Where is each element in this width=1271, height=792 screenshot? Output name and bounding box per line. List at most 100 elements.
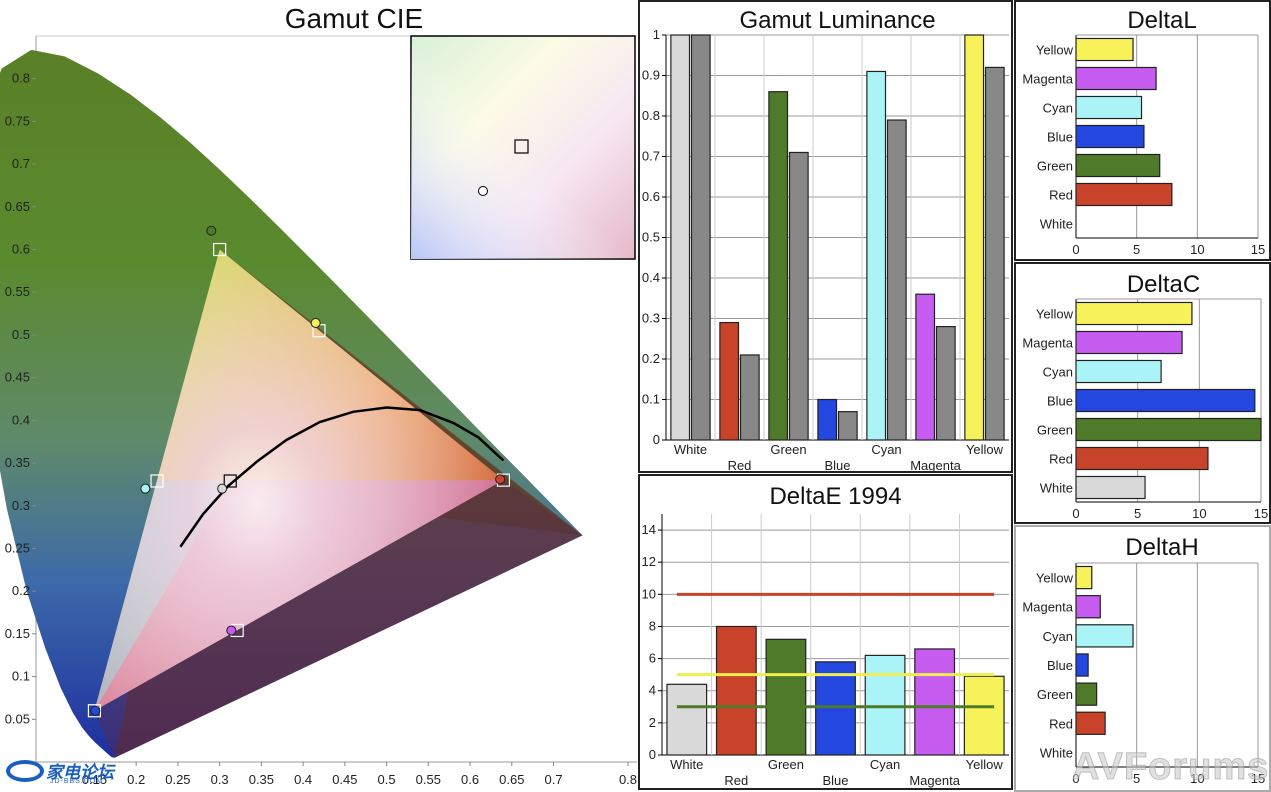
- cie-x-tick: 0.8: [619, 772, 637, 787]
- deltae-y-tick: 8: [649, 618, 656, 633]
- purple-line-band: [94, 480, 583, 758]
- luminance-panel: Gamut Luminance 0 0.1 0.2 0.3 0.4 0.5 0.6 0.7 0.8…: [638, 0, 1013, 473]
- measured-marker-cyan: [140, 483, 151, 494]
- deltac-y-tick: Red: [1049, 452, 1073, 467]
- luminance-x-tick: Cyan: [871, 442, 901, 457]
- luminance-bar-blue-target: [817, 398, 838, 441]
- deltah-y-tick: Cyan: [1043, 629, 1073, 644]
- jdbbs-logo-sub: JD-BBS.COM: [50, 778, 104, 785]
- deltae-bar-green: [765, 638, 807, 756]
- deltae-y-tick: 2: [649, 715, 656, 730]
- deltal-chart: DeltaL 0 5 10 15 Yellow Magenta Cyan Blue Green Re…: [1022, 7, 1265, 257]
- deltal-x-tick: 10: [1190, 242, 1204, 257]
- deltah-y-tick: White: [1040, 745, 1073, 760]
- deltac-bar-white: [1075, 475, 1146, 500]
- cie-y-tick: 0.2: [12, 583, 30, 598]
- luminance-bar-cyan-measured: [886, 119, 907, 441]
- cie-y-tick: 0.45: [5, 370, 30, 385]
- cie-title: Gamut CIE: [285, 3, 423, 34]
- cie-x-tick: 0.55: [416, 772, 441, 787]
- deltac-x-tick: 5: [1134, 506, 1141, 521]
- deltac-bar-green: [1075, 417, 1262, 442]
- deltac-x-tick: 15: [1254, 506, 1268, 521]
- cie-y-tick: 0.8: [12, 71, 30, 86]
- measured-marker-red: [495, 474, 506, 485]
- deltae-x-tick: Yellow: [966, 757, 1004, 772]
- luminance-bar-white-target: [670, 34, 691, 441]
- deltah-bar-magenta: [1075, 595, 1101, 619]
- luminance-title: Gamut Luminance: [739, 7, 935, 34]
- target-marker-white: [223, 474, 237, 488]
- luminance-bar-yellow-measured: [984, 66, 1005, 441]
- cie-y-tick: 0.05: [5, 711, 30, 726]
- deltac-y-tick: Magenta: [1022, 336, 1073, 351]
- deltal-bar-yellow: [1075, 37, 1134, 62]
- cie-x-tick: 0.35: [249, 772, 274, 787]
- measured-marker-magenta: [226, 625, 237, 636]
- luminance-y-tick: 0.8: [642, 108, 660, 123]
- deltac-bar-yellow: [1075, 301, 1193, 326]
- luminance-bar-red-measured: [739, 354, 760, 441]
- deltal-y-tick: Green: [1037, 159, 1073, 174]
- luminance-x-tick: Yellow: [966, 442, 1004, 457]
- luminance-bar-cyan-target: [866, 70, 887, 441]
- cie-x-tick: 0.7: [544, 772, 562, 787]
- target-marker-green: [213, 242, 227, 257]
- measured-marker-blue: [90, 705, 101, 716]
- deltah-bar-blue: [1075, 653, 1089, 677]
- cie-x-tick: 0.15: [82, 772, 107, 787]
- deltac-chart: DeltaC 0 5 10 15 Yellow Magenta Cyan Blue Green Re…: [1022, 271, 1268, 521]
- deltah-bar-cyan: [1075, 624, 1134, 648]
- deltae-y-tick: 6: [649, 651, 656, 666]
- cie-panel: 0.15 0.2 0.25 0.3 0.35 0.4 0.45 0.5 0.55 0.6 0.65 0…: [0, 3, 637, 787]
- jdbbs-logo-mark: [6, 760, 44, 782]
- deltah-x-tick: 15: [1251, 771, 1265, 786]
- luminance-bar-green-target: [768, 91, 789, 441]
- luminance-y-tick: 0.6: [642, 189, 660, 204]
- luminance-y-tick: 0.2: [642, 351, 660, 366]
- target-marker-blue: [87, 704, 102, 718]
- deltae-bar-magenta: [914, 648, 956, 756]
- luminance-x-tick: Red: [728, 458, 752, 471]
- deltae-y-tick: 12: [642, 554, 656, 569]
- deltae-x-tick: Cyan: [870, 757, 900, 772]
- deltae-y-tick: 4: [649, 683, 656, 698]
- measured-marker-white: [217, 483, 228, 494]
- deltal-bar-cyan: [1075, 95, 1143, 120]
- deltal-bar-blue: [1075, 124, 1145, 149]
- cie-y-tick: 0.65: [5, 199, 30, 214]
- deltah-chart: DeltaH 0 5 10 15 Yellow Magenta Cyan Blue Green Re…: [1022, 534, 1265, 786]
- deltal-title: DeltaL: [1127, 7, 1196, 34]
- luminance-bar-blue-measured: [837, 411, 858, 441]
- luminance-y-tick: 0.4: [642, 270, 660, 285]
- luminance-bar-yellow-target: [964, 34, 985, 441]
- deltah-y-tick: Blue: [1047, 658, 1073, 673]
- luminance-x-tick: Magenta: [910, 458, 961, 471]
- deltae-y-tick: 10: [642, 586, 656, 601]
- deltal-x-tick: 0: [1072, 242, 1079, 257]
- triangle-whitepoint-glow: [94, 249, 504, 711]
- measured-marker-yellow: [310, 317, 321, 328]
- cie-x-tick: 0.3: [211, 772, 229, 787]
- cie-y-tick: 0.7: [12, 156, 30, 171]
- deltac-y-tick: White: [1040, 481, 1073, 496]
- inset-target-marker: [514, 139, 529, 154]
- cie-y-tick: 0.15: [5, 626, 30, 641]
- deltac-panel: DeltaC 0 5 10 15 Yellow Magenta Cyan Blue Green Re…: [1014, 262, 1271, 524]
- luminance-bar-white-measured: [690, 34, 711, 441]
- luminance-x-tick: White: [674, 442, 707, 457]
- deltah-y-tick: Yellow: [1036, 571, 1074, 586]
- deltal-y-tick: Magenta: [1022, 72, 1073, 87]
- deltae-bar-cyan: [864, 654, 906, 756]
- deltac-y-tick: Yellow: [1036, 307, 1074, 322]
- inset-measured-marker: [478, 186, 488, 196]
- cie-x-tick: 0.45: [332, 772, 357, 787]
- luminance-x-tick: Blue: [824, 458, 850, 471]
- deltal-y-tick: Cyan: [1043, 101, 1073, 116]
- deltae-x-tick: Blue: [822, 773, 848, 788]
- deltal-bar-green: [1075, 153, 1161, 178]
- luminance-chart: Gamut Luminance 0 0.1 0.2 0.3 0.4 0.5 0.6 0.7 0.8…: [642, 7, 1009, 471]
- deltac-title: DeltaC: [1127, 271, 1200, 298]
- cie-x-tick: 0.4: [294, 772, 312, 787]
- avforums-logo: AVForums: [1071, 746, 1270, 789]
